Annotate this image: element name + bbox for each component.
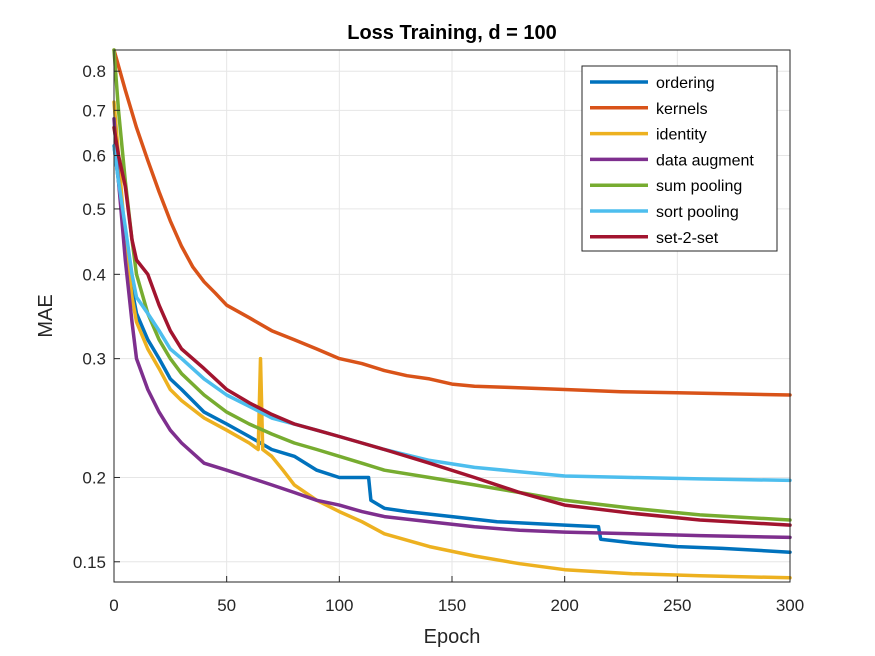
y-tick-label: 0.6 (82, 147, 106, 166)
x-axis-label: Epoch (424, 626, 481, 648)
x-tick-label: 100 (325, 596, 353, 615)
legend-label-sum-pooling: sum pooling (656, 178, 742, 195)
series-layer (112, 48, 792, 580)
y-tick-label: 0.3 (82, 350, 106, 369)
legend-label-data-augment: data augment (656, 152, 754, 169)
y-tick-label: 0.2 (82, 468, 106, 487)
y-tick-label: 0.5 (82, 200, 106, 219)
legend-label-set-2-set: set-2-set (656, 230, 719, 247)
y-axis: 0.15 0.2 0.3 0.4 0.5 0.6 0.7 0.8 (73, 62, 120, 572)
y-tick-label: 0.8 (82, 62, 106, 81)
x-axis: 0 50 100 150 200 250 300 (109, 576, 804, 615)
series-line-sort-pooling (112, 144, 792, 483)
legend-label-identity: identity (656, 127, 707, 144)
legend-label-kernels: kernels (656, 101, 708, 118)
x-tick-label: 300 (776, 596, 804, 615)
x-tick-label: 50 (217, 596, 236, 615)
series-line-kernels (112, 48, 792, 397)
series-line-data-augment (112, 117, 792, 540)
series-line-set-2-set (112, 125, 792, 527)
x-tick-label: 0 (109, 596, 118, 615)
y-tick-label: 0.4 (82, 265, 106, 284)
y-tick-label: 0.7 (82, 101, 106, 120)
series-line-identity (112, 100, 792, 580)
legend-label-sort-pooling: sort pooling (656, 204, 739, 221)
legend: ordering kernels identity data augment sum p… (581, 65, 778, 252)
x-tick-label: 250 (663, 596, 691, 615)
x-tick-label: 150 (438, 596, 466, 615)
y-axis-label: MAE (35, 294, 57, 337)
x-tick-label: 200 (550, 596, 578, 615)
chart-title: Loss Training, d = 100 (347, 22, 557, 44)
y-tick-label: 0.15 (73, 553, 106, 572)
series-line-ordering (112, 144, 792, 554)
legend-label-ordering: ordering (656, 75, 715, 92)
